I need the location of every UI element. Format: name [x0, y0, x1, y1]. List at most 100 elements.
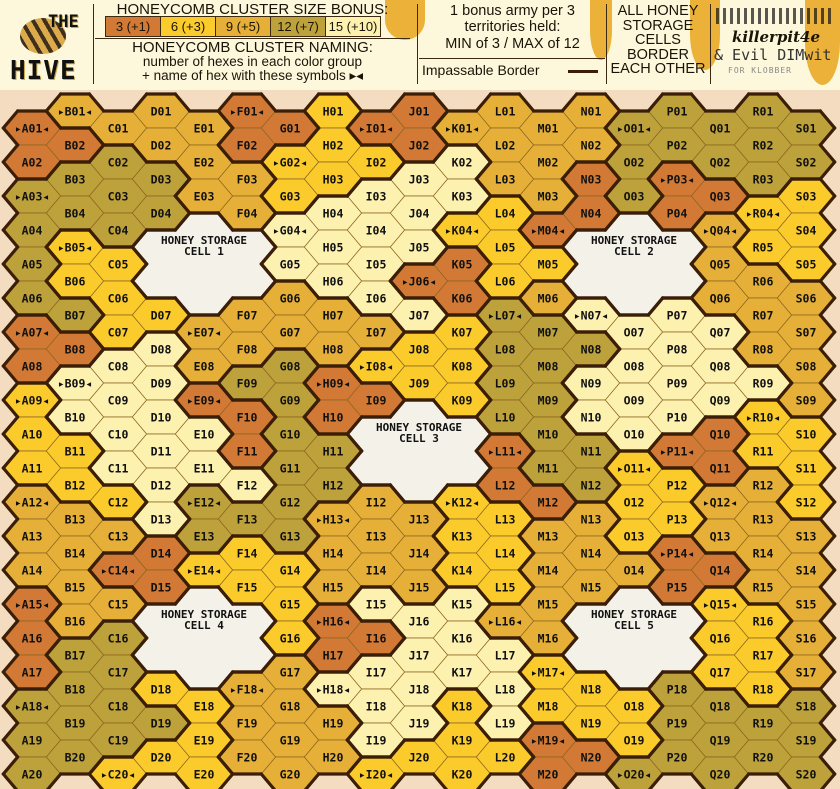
- hex-label: Q14: [710, 564, 731, 578]
- impassable-border: [302, 551, 321, 572]
- impassable-border: [818, 568, 837, 589]
- impassable-border: [775, 619, 794, 640]
- impassable-border: [474, 602, 493, 623]
- impassable-border: [474, 585, 493, 606]
- naming-title: HONEYCOMB CLUSTER NAMING:: [132, 39, 373, 56]
- hex-label: C17: [108, 666, 129, 680]
- honey-storage-cell-2-label: HONEY STORAGE: [591, 234, 677, 247]
- impassable-border: [689, 653, 708, 674]
- hex-label: I17: [366, 666, 387, 680]
- impassable-border: [173, 194, 192, 215]
- impassable-border: [345, 653, 364, 674]
- impassable-border: [431, 585, 450, 606]
- hex-label: H20: [323, 751, 344, 765]
- impassable-border: [560, 296, 579, 317]
- hex-label: J01: [409, 105, 430, 119]
- hex-label: K06: [452, 292, 473, 306]
- impassable-border: [130, 143, 149, 164]
- impassable-border: [259, 483, 278, 504]
- hex-label: N03: [581, 173, 602, 187]
- impassable-border: [87, 619, 106, 640]
- impassable-border: [44, 653, 63, 674]
- impassable-border: [87, 449, 106, 470]
- impassable-border: [517, 500, 536, 521]
- logo-hive: HIVE: [10, 56, 77, 86]
- hex-label: S09: [796, 394, 817, 408]
- hex-label: D19: [151, 717, 172, 731]
- impassable-border: [646, 160, 665, 181]
- hex-label: E01: [194, 122, 215, 136]
- impassable-border: [431, 245, 450, 266]
- hex-label: S03: [796, 190, 817, 204]
- hex-label: N01: [581, 105, 602, 119]
- hex-label: B18: [65, 683, 86, 697]
- impassable-border: [130, 653, 149, 674]
- hex-label: ▸C20◂: [101, 768, 136, 782]
- impassable-border: [345, 364, 364, 385]
- hex-label: M05: [538, 258, 559, 272]
- hex-label: F08: [237, 343, 258, 357]
- impassable-border: [603, 772, 621, 789]
- impassable-border: [130, 687, 149, 708]
- impassable-border: [818, 245, 837, 266]
- honey-storage-cell-1-label: HONEY STORAGE: [161, 234, 247, 247]
- hex-label: S06: [796, 292, 817, 306]
- hex-label: J16: [409, 615, 430, 629]
- hex-label: B17: [65, 649, 86, 663]
- impassable-border: [431, 313, 450, 334]
- impassable-border: [44, 313, 63, 334]
- impassable-border: [388, 483, 407, 504]
- hex-label: L08: [495, 343, 516, 357]
- hex-label: P07: [667, 309, 688, 323]
- impassable-border: [732, 551, 751, 572]
- map-header: THE HIVE HONEYCOMB CLUSTER SIZE BONUS: 3…: [0, 0, 840, 90]
- hex-label: E10: [194, 428, 215, 442]
- divider: [417, 4, 418, 84]
- impassable-border: [1, 347, 20, 368]
- hex-label: R18: [753, 683, 774, 697]
- impassable-border: [646, 296, 665, 317]
- hex-label: Q10: [710, 428, 731, 442]
- hex-label: ▸H16◂: [316, 615, 351, 629]
- hex-label: D09: [151, 377, 172, 391]
- impassable-border: [216, 534, 235, 555]
- credit-author-1: killerpit4e: [732, 28, 821, 46]
- impassable-border: [259, 415, 278, 436]
- impassable-border: [646, 704, 665, 725]
- impassable-border: [302, 602, 321, 623]
- hex-label: I02: [366, 156, 387, 170]
- impassable-border: [388, 636, 407, 657]
- impassable-border: [474, 279, 493, 300]
- hex-label: K13: [452, 530, 473, 544]
- hex-label: B15: [65, 581, 86, 595]
- impassable-border: [689, 296, 708, 317]
- hex-label: P12: [667, 479, 688, 493]
- impassable-border: [44, 160, 63, 181]
- impassable-border: [1, 313, 20, 334]
- impassable-border: [44, 602, 63, 623]
- impassable-border: [474, 415, 493, 436]
- impassable-border: [818, 483, 837, 504]
- impassable-border: [775, 177, 794, 198]
- impassable-border: [44, 92, 63, 113]
- hex-label: I18: [366, 700, 387, 714]
- hex-label: R20: [753, 751, 774, 765]
- impassable-border: [689, 92, 708, 113]
- impassable-border: [818, 619, 837, 640]
- hex-label: H10: [323, 411, 344, 425]
- impassable-border: [603, 755, 622, 776]
- impassable-border: [173, 670, 192, 691]
- hex-label: Q08: [710, 360, 731, 374]
- hex-label: ▸G04◂: [273, 224, 308, 238]
- hex-label: R17: [753, 649, 774, 663]
- impassable-border: [173, 500, 192, 521]
- impassable-border: [560, 194, 579, 215]
- impassable-border: [216, 449, 235, 470]
- hex-label: C19: [108, 734, 129, 748]
- impassable-border: [689, 585, 708, 606]
- hex-label: ▸A01◂: [15, 122, 50, 136]
- hex-label: N20: [581, 751, 602, 765]
- hex-label: O02: [624, 156, 645, 170]
- impassable-border: [259, 228, 278, 249]
- hex-label: C13: [108, 530, 129, 544]
